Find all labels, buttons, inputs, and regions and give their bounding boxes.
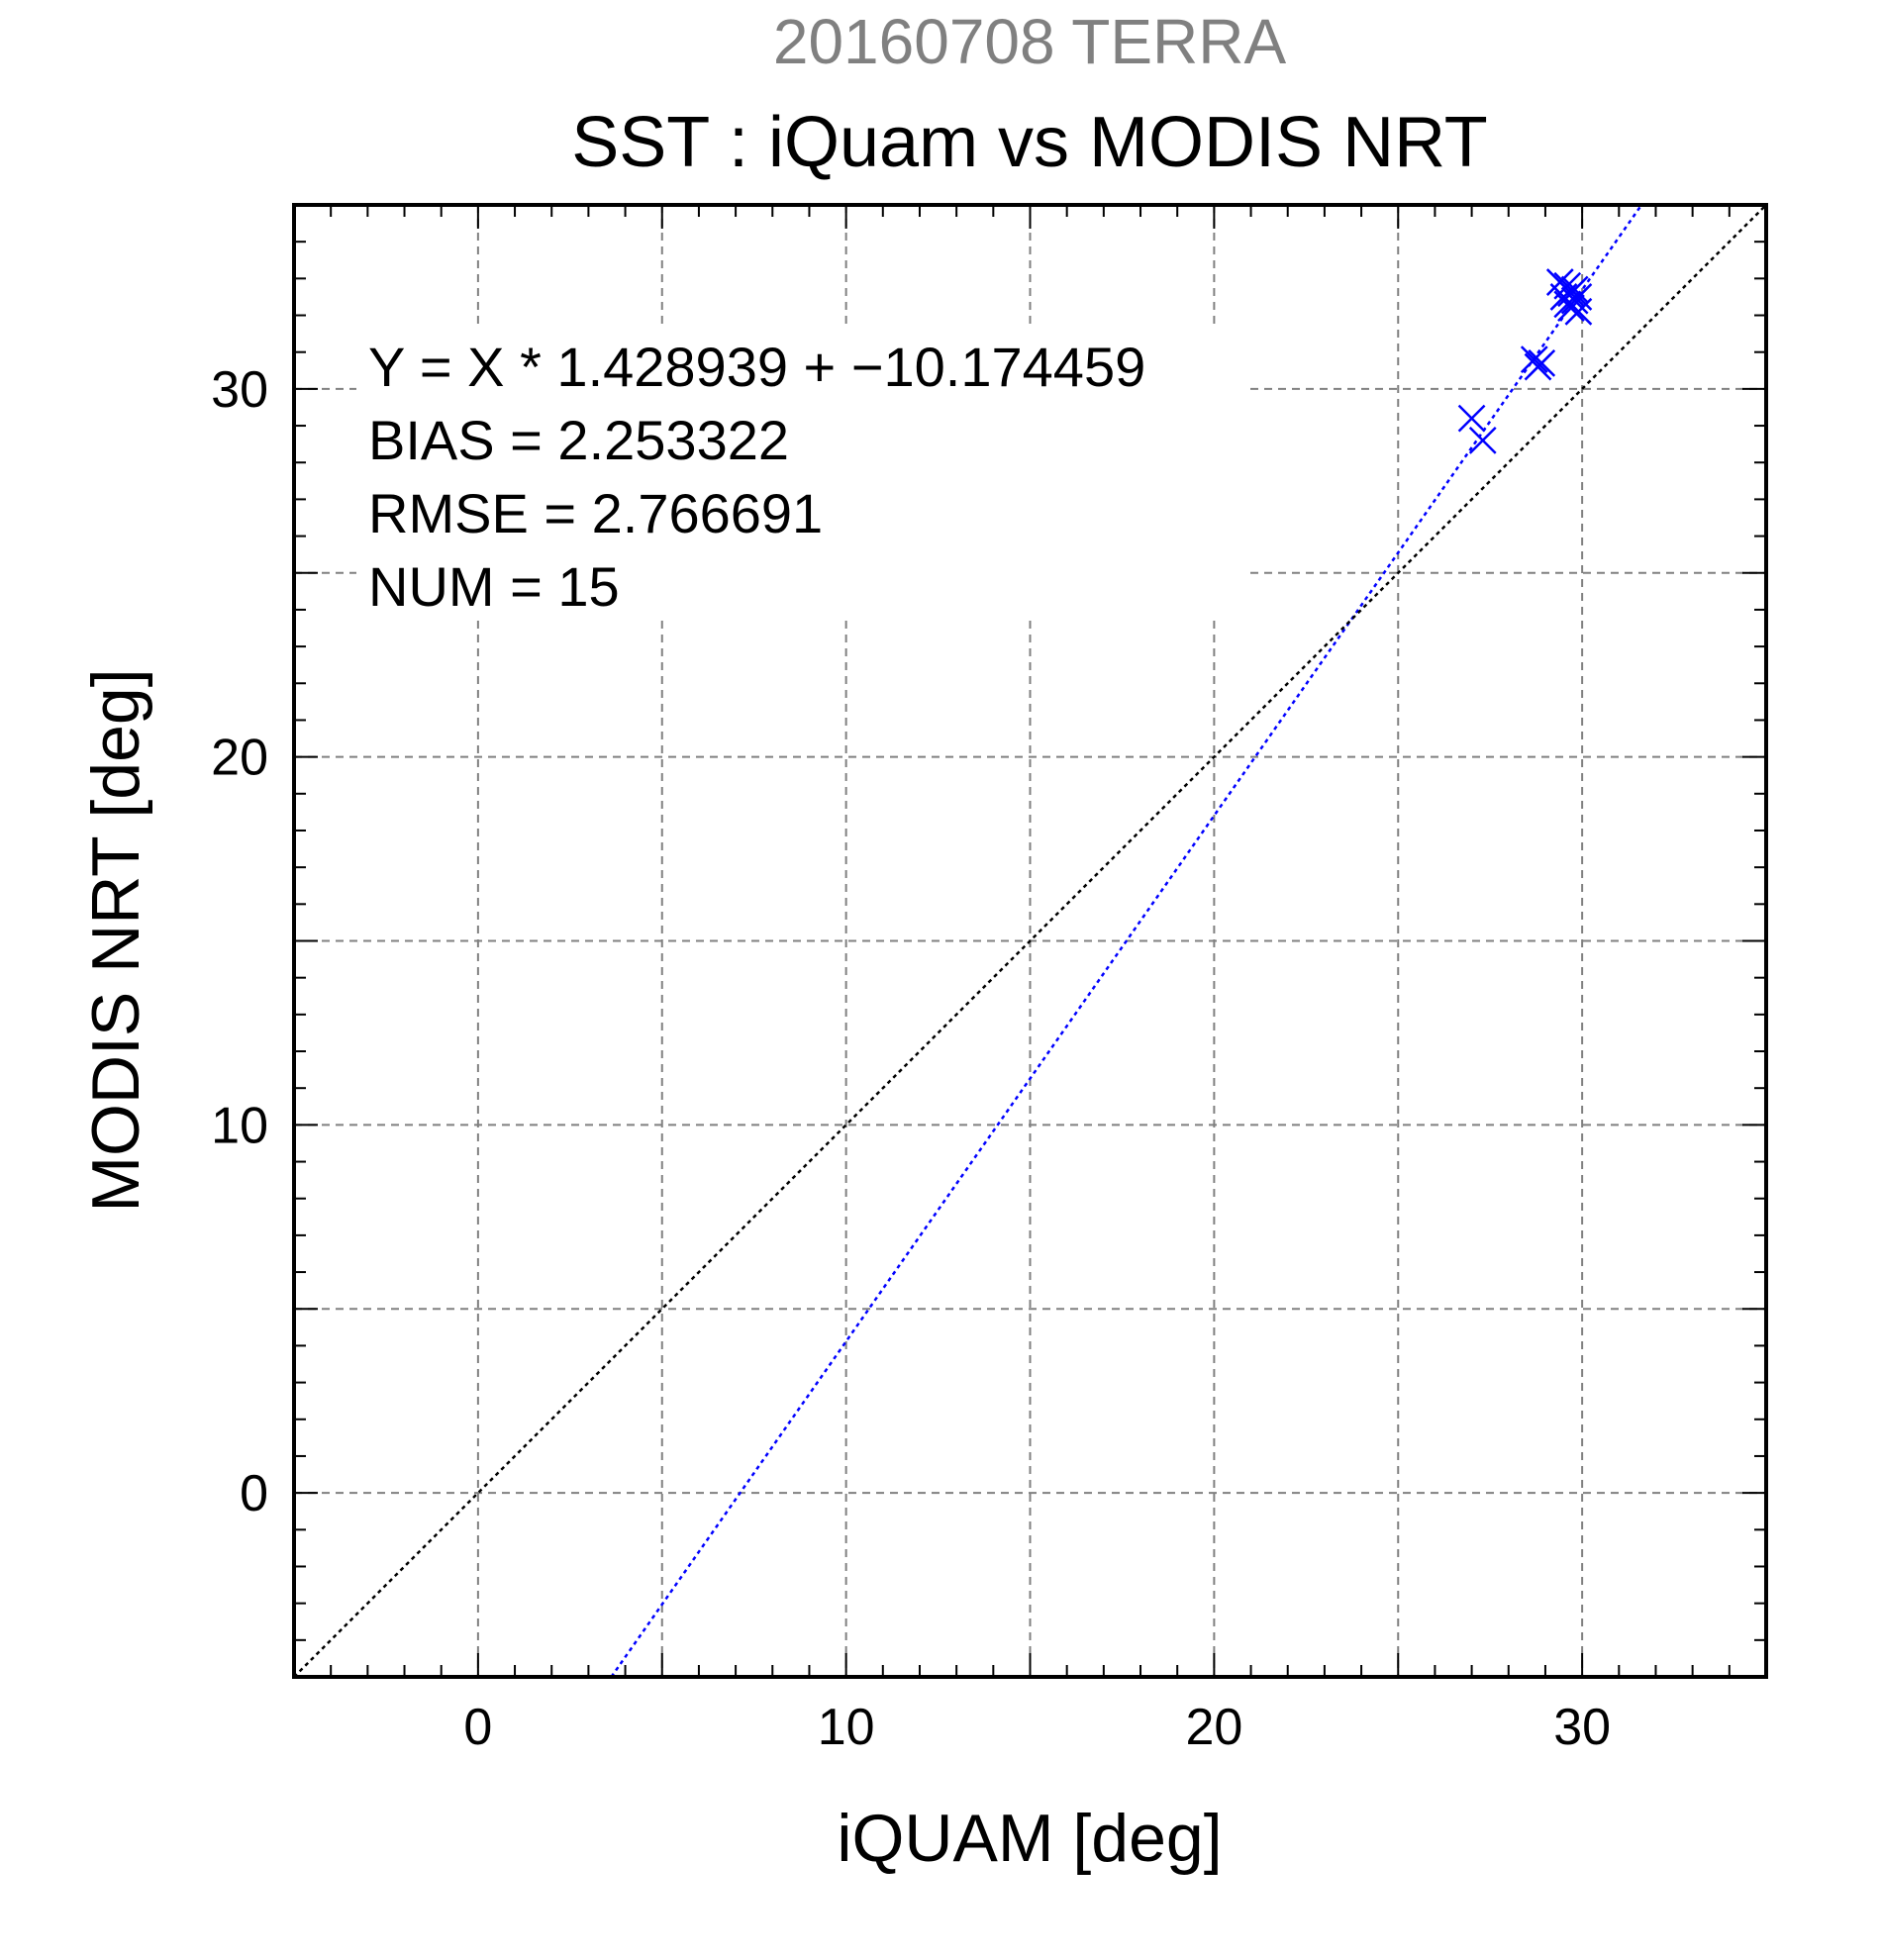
y-tick-label: 0 <box>240 1465 268 1522</box>
x-tick-label: 0 <box>463 1699 492 1756</box>
data-markers <box>1457 268 1593 454</box>
x-tick-label: 10 <box>818 1699 875 1756</box>
data-point-stroke <box>1468 427 1497 454</box>
identity-line <box>293 204 1767 1678</box>
data-point <box>1564 283 1593 311</box>
reference-lines <box>293 204 1767 1678</box>
x-tick-label: 20 <box>1185 1699 1242 1756</box>
y-tick-labels: 0 10 20 30 <box>211 361 268 1522</box>
data-point-stroke <box>1528 348 1556 377</box>
annotation-line: NUM = 15 <box>368 555 620 618</box>
data-point <box>1564 297 1593 326</box>
annotation-background <box>356 327 1247 619</box>
y-tick-label: 20 <box>211 730 268 787</box>
fit-line <box>610 204 1643 1678</box>
plot-frame <box>292 203 1768 1679</box>
data-point-stroke <box>1520 345 1548 374</box>
y-axis-label: MODIS NRT [deg] <box>78 668 153 1212</box>
data-point <box>1520 345 1548 374</box>
data-point-stroke <box>1564 283 1593 311</box>
x-axis-label: iQUAM [deg] <box>837 1801 1222 1876</box>
annotation-line: BIAS = 2.253322 <box>368 409 789 471</box>
data-point <box>1457 404 1486 433</box>
annotation-line: Y = X * 1.428939 + −10.174459 <box>368 336 1145 398</box>
y-tick-label: 10 <box>211 1097 268 1154</box>
chart-title: SST : iQuam vs MODIS NRT <box>571 103 1488 182</box>
x-tick-labels: 0 10 20 30 <box>463 1699 1611 1756</box>
x-tick-label: 30 <box>1553 1699 1611 1756</box>
data-point-stroke <box>1457 404 1486 433</box>
stats-annotations: Y = X * 1.428939 + −10.174459 BIAS = 2.25… <box>356 327 1247 619</box>
annotation-line: RMSE = 2.766691 <box>368 482 823 544</box>
chart-supertitle: 20160708 TERRA <box>773 6 1287 77</box>
data-point-stroke <box>1564 297 1593 326</box>
data-point <box>1468 427 1497 454</box>
data-point <box>1528 348 1556 377</box>
data-point-stroke <box>1560 275 1589 304</box>
y-tick-label: 30 <box>211 361 268 419</box>
data-point <box>1560 275 1589 304</box>
